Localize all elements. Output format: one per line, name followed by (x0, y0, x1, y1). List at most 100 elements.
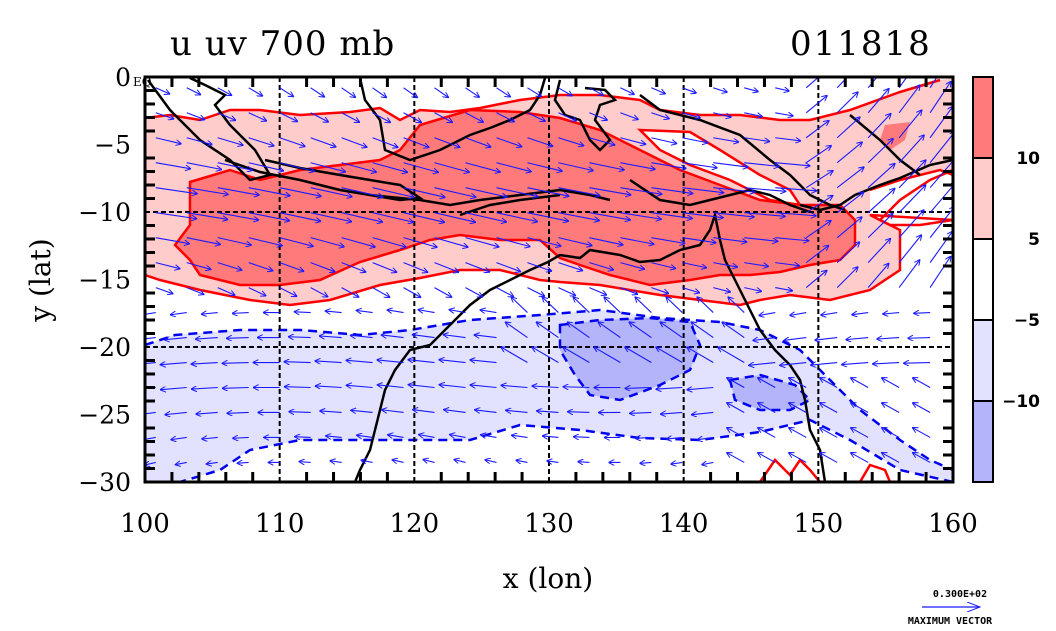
wind-vector (372, 87, 386, 97)
wind-vector (357, 310, 373, 312)
y-tick-label: −30 (78, 468, 131, 497)
wind-vector (568, 322, 590, 339)
wind-vector (357, 435, 373, 437)
contour-fill-neg-dark-1 (560, 318, 700, 400)
wind-vector (403, 162, 438, 172)
wind-vector (527, 137, 552, 146)
wind-vector (589, 262, 613, 270)
wind-vector (202, 437, 218, 439)
wind-vector (444, 410, 466, 413)
wind-vector (485, 460, 497, 463)
wind-vector (697, 297, 714, 313)
wind-vector (904, 363, 931, 364)
wind-vector (558, 187, 599, 196)
wind-vector (713, 212, 753, 217)
y-tick-label: −5 (94, 131, 131, 160)
wind-vector (744, 112, 761, 117)
wind-vector (908, 338, 931, 339)
colorbar (972, 76, 994, 483)
wind-vector (929, 132, 953, 164)
wind-vector (217, 87, 231, 95)
wind-vector (155, 212, 196, 219)
wind-vector (713, 137, 738, 142)
date-label: 011818 (790, 24, 932, 64)
wind-vector (753, 338, 776, 341)
wind-vector (155, 112, 173, 119)
wind-vector (898, 235, 921, 263)
wind-vector (589, 137, 614, 145)
wind-vectors (145, 77, 953, 465)
wind-vector (506, 322, 528, 339)
wind-vector (434, 187, 476, 197)
wind-vector (176, 462, 187, 464)
wind-vector (568, 412, 590, 413)
x-tick-label: 100 (120, 509, 170, 539)
minor-ticks (145, 77, 953, 482)
wind-vector (217, 262, 242, 270)
coast-lesser-sunda (369, 188, 611, 217)
wind-vector (882, 378, 900, 388)
wind-vector (805, 171, 832, 189)
wind-vector (666, 297, 683, 313)
wind-vector (558, 87, 571, 96)
wind-vector (775, 237, 808, 241)
wind-vector (651, 262, 675, 269)
wind-vector (682, 237, 715, 243)
wind-vector (496, 287, 513, 297)
contour-line-south-coast (758, 458, 892, 482)
wind-vector (409, 385, 435, 388)
wind-vector (145, 361, 156, 365)
wind-vector (820, 403, 838, 413)
wind-vector (851, 453, 869, 463)
wind-vector (316, 386, 342, 388)
wind-vector (248, 137, 274, 146)
wind-vector (589, 162, 623, 170)
wind-vector (465, 162, 500, 172)
wind-vector (687, 347, 714, 364)
wind-vector (186, 87, 200, 95)
wind-vector (691, 322, 714, 339)
wind-vector (450, 435, 466, 438)
wind-vector (867, 114, 890, 139)
wind-vector (620, 287, 637, 294)
wind-vector (403, 262, 428, 272)
wind-vector (341, 162, 376, 172)
wind-vector (558, 262, 582, 271)
y-tick-label: −25 (78, 401, 131, 430)
contour-line-5 (145, 78, 941, 122)
wind-vector (217, 187, 259, 195)
wind-vector (564, 387, 590, 388)
wind-vector (165, 412, 187, 414)
wind-vector (682, 212, 722, 218)
wind-vector (758, 453, 776, 463)
wind-vector (671, 462, 683, 464)
wind-vector (279, 87, 293, 97)
wind-vector (543, 436, 559, 437)
wind-vector (506, 410, 528, 412)
wind-vector (341, 87, 355, 97)
wind-vector (192, 388, 218, 390)
wind-vector (465, 262, 490, 272)
wind-vector (527, 212, 567, 221)
wind-vector (285, 387, 311, 388)
wind-vector (789, 403, 807, 413)
wind-vector (196, 412, 218, 414)
reference-vector-magnitude: 0.300E+02 (933, 589, 987, 600)
wind-vector (713, 162, 747, 167)
wind-vector (882, 453, 900, 463)
wind-vector (836, 242, 859, 264)
wind-vector (403, 237, 437, 247)
wind-vector (914, 313, 931, 314)
wind-vector (682, 112, 699, 118)
wind-vector (217, 287, 235, 295)
wind-vector (496, 87, 509, 97)
wind-vector (527, 87, 540, 96)
wind-vector (882, 403, 900, 413)
wind-vector (341, 237, 375, 247)
negative-contours (145, 308, 953, 482)
wind-vector (718, 347, 745, 364)
wind-vector (217, 137, 243, 145)
wind-vector (527, 237, 560, 246)
wind-vector (620, 137, 645, 144)
wind-vector (589, 87, 602, 95)
